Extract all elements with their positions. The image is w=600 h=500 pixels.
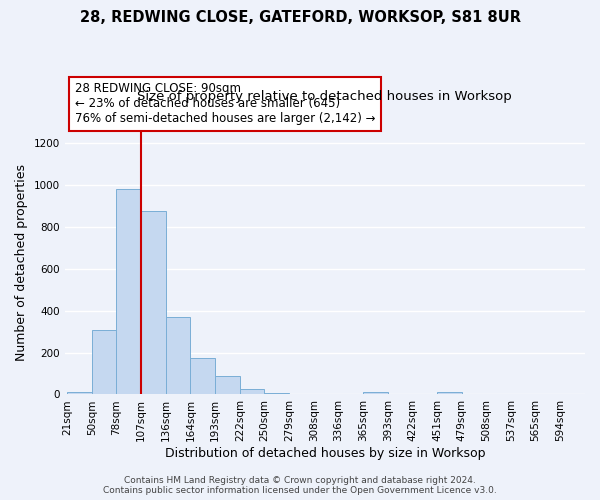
Bar <box>363 392 388 394</box>
X-axis label: Distribution of detached houses by size in Worksop: Distribution of detached houses by size … <box>164 447 485 460</box>
Bar <box>166 317 190 394</box>
Y-axis label: Number of detached properties: Number of detached properties <box>15 164 28 361</box>
Bar <box>67 392 92 394</box>
Bar <box>141 212 166 394</box>
Text: 28 REDWING CLOSE: 90sqm
← 23% of detached houses are smaller (645)
76% of semi-d: 28 REDWING CLOSE: 90sqm ← 23% of detache… <box>75 82 376 126</box>
Title: Size of property relative to detached houses in Worksop: Size of property relative to detached ho… <box>137 90 512 103</box>
Bar <box>92 330 116 394</box>
Bar <box>437 392 461 394</box>
Bar <box>240 389 265 394</box>
Text: 28, REDWING CLOSE, GATEFORD, WORKSOP, S81 8UR: 28, REDWING CLOSE, GATEFORD, WORKSOP, S8… <box>79 10 521 25</box>
Text: Contains HM Land Registry data © Crown copyright and database right 2024.
Contai: Contains HM Land Registry data © Crown c… <box>103 476 497 495</box>
Bar <box>190 358 215 395</box>
Bar <box>116 190 141 394</box>
Bar <box>215 376 240 394</box>
